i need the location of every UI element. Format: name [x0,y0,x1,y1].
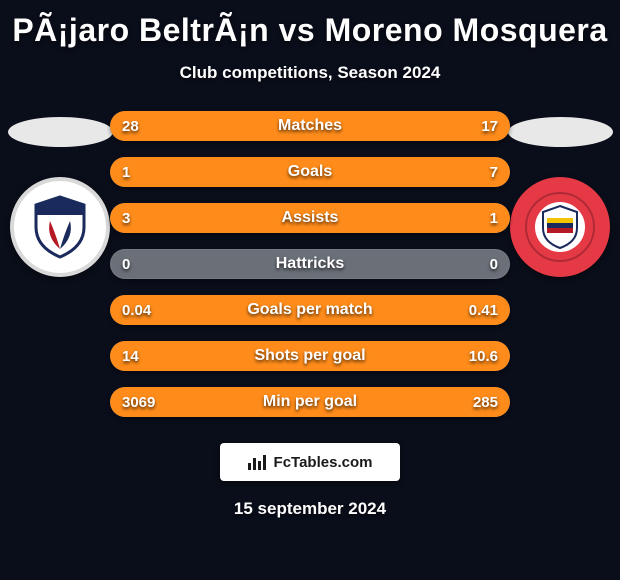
stat-row: 1410.6Shots per goal [110,341,510,371]
stat-label: Goals [110,157,510,187]
stat-row: 31Assists [110,203,510,233]
brand-label: FcTables.com [274,454,373,471]
stat-row: 3069285Min per goal [110,387,510,417]
stat-label: Goals per match [110,295,510,325]
stat-row: 2817Matches [110,111,510,141]
player-left-club-badge [10,177,110,277]
brand-badge: FcTables.com [220,443,400,481]
stat-row: 17Goals [110,157,510,187]
stat-label: Min per goal [110,387,510,417]
shield-icon [26,193,94,261]
player-right-club-badge [510,177,610,277]
stat-label: Shots per goal [110,341,510,371]
comparison-body: 2817Matches 17Goals 31Assists 00Hattricks 0.… [0,111,620,417]
comparison-title: PÃ¡jaro BeltrÃ¡n vs Moreno Mosquera [0,0,620,49]
stats-bars: 2817Matches 17Goals 31Assists 00Hattricks 0.… [110,111,510,417]
stat-label: Assists [110,203,510,233]
player-left-photo-placeholder [8,117,113,147]
comparison-subtitle: Club competitions, Season 2024 [0,63,620,83]
shield-icon [523,190,597,264]
stat-row: 00Hattricks [110,249,510,279]
footer-date: 15 september 2024 [0,499,620,519]
player-right-photo-placeholder [508,117,613,147]
player-right-column [500,111,620,277]
stat-row: 0.040.41Goals per match [110,295,510,325]
player-left-column [0,111,120,277]
bar-chart-icon [248,454,268,470]
stat-label: Hattricks [110,249,510,279]
stat-label: Matches [110,111,510,141]
